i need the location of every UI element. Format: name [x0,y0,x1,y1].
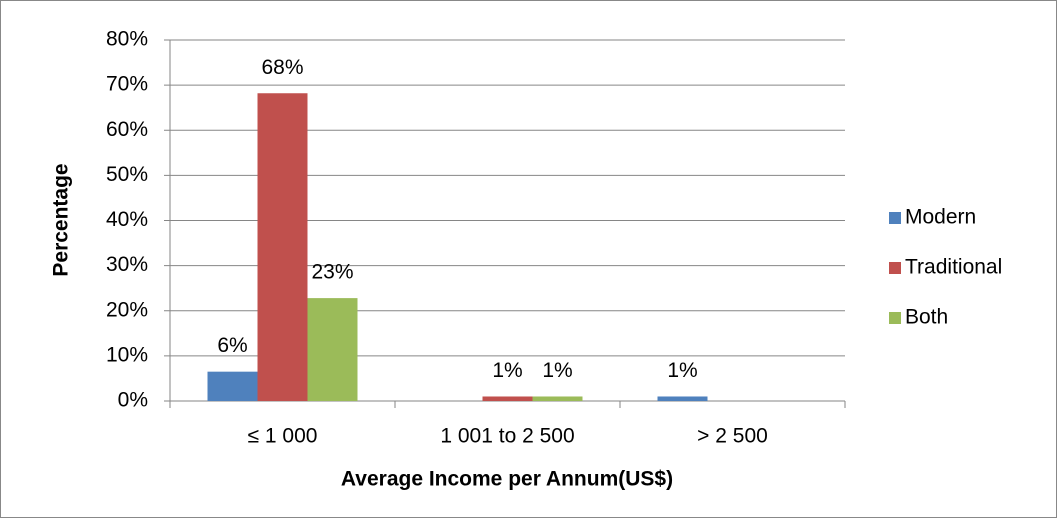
data-label: 6% [217,334,247,357]
bar [482,396,533,401]
legend-label: Traditional [905,256,1002,279]
x-tick-label: > 2 500 [697,425,768,448]
y-tick-label: 50% [106,163,148,186]
bar [657,396,708,401]
data-label: 1% [542,359,572,382]
y-tick-label: 80% [106,28,148,51]
x-tick-label: 1 001 to 2 500 [440,425,574,448]
y-tick-label: 40% [106,208,148,231]
y-axis-label: Percentage [50,163,73,276]
data-label: 1% [667,359,697,382]
legend-label: Both [905,306,948,329]
legend-swatch [889,312,901,324]
x-axis-label: Average Income per Annum(US$) [341,468,673,491]
y-tick-label: 10% [106,343,148,366]
legend-swatch [889,212,901,224]
data-label: 68% [261,56,303,79]
bar [257,93,308,401]
bar [307,298,358,401]
bar [207,371,258,401]
legend-label: Modern [905,206,976,229]
bar [532,396,583,401]
y-tick-label: 20% [106,298,148,321]
data-label: 23% [311,261,353,284]
data-label: 1% [492,359,522,382]
y-tick-label: 0% [118,389,148,412]
y-tick-label: 70% [106,73,148,96]
y-tick-label: 30% [106,253,148,276]
x-tick-label: ≤ 1 000 [248,425,318,448]
y-tick-label: 60% [106,118,148,141]
legend-swatch [889,262,901,274]
